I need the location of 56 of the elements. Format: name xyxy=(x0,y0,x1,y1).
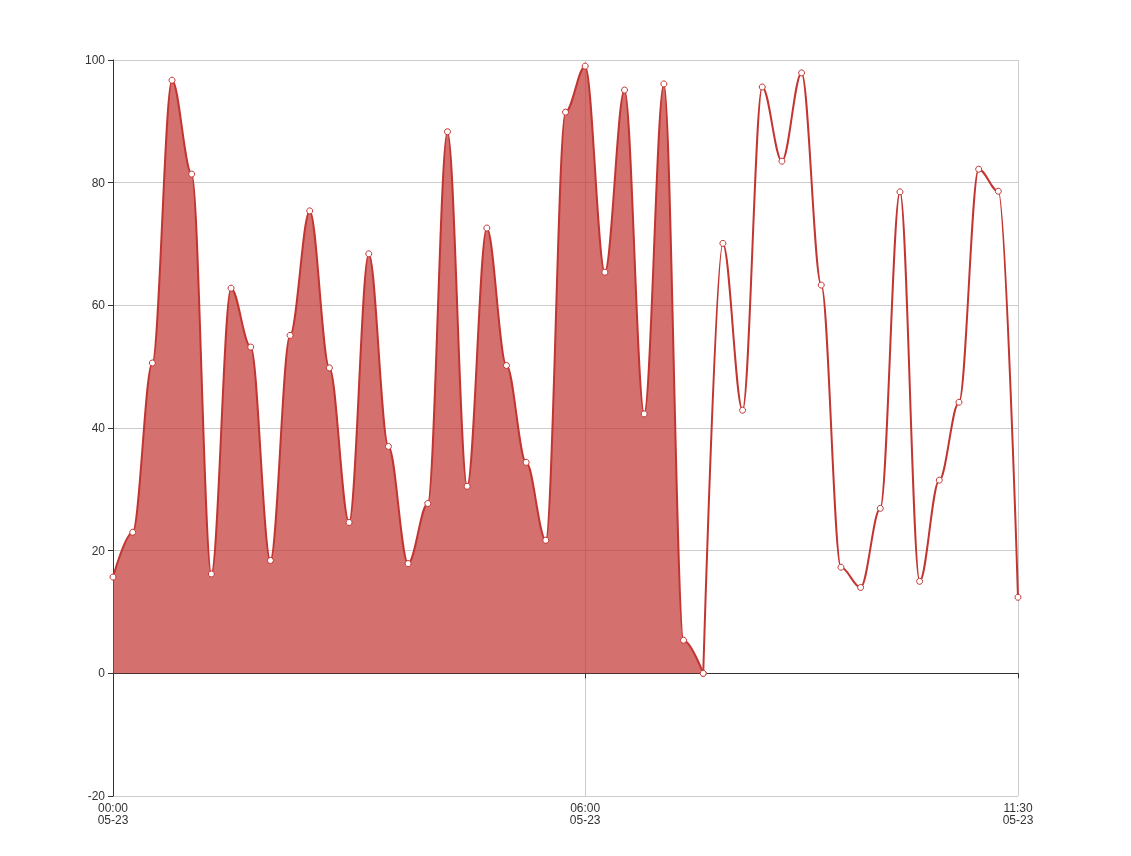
point xyxy=(168,76,176,84)
point xyxy=(188,170,196,178)
point xyxy=(286,331,294,339)
point xyxy=(443,128,451,136)
y-tick-label: 60 xyxy=(91,298,106,313)
point xyxy=(522,458,530,466)
point xyxy=(227,284,235,292)
point xyxy=(207,570,215,578)
point xyxy=(365,250,373,258)
point xyxy=(542,536,550,544)
point xyxy=(857,583,865,591)
y-tick-label: 20 xyxy=(91,543,106,558)
point xyxy=(345,518,353,526)
point xyxy=(306,207,314,215)
point xyxy=(817,281,825,289)
point xyxy=(424,499,432,507)
point xyxy=(975,165,983,173)
point xyxy=(266,556,274,564)
point xyxy=(680,636,688,644)
x-tick-label: 11:30 05-23 xyxy=(1002,801,1034,827)
point xyxy=(994,187,1002,195)
y-tick-label: 0 xyxy=(98,666,106,681)
point xyxy=(581,62,589,70)
point xyxy=(640,410,648,418)
x-tick-label: 06:00 05-23 xyxy=(569,801,601,827)
point xyxy=(247,343,255,351)
point xyxy=(404,560,412,568)
point xyxy=(483,224,491,232)
y-tick-label: 100 xyxy=(84,53,106,67)
point xyxy=(837,563,845,571)
point xyxy=(896,188,904,196)
point xyxy=(325,364,333,372)
point xyxy=(463,482,471,490)
point xyxy=(916,577,924,585)
point xyxy=(778,157,786,165)
point xyxy=(148,359,156,367)
point xyxy=(758,83,766,91)
point xyxy=(955,398,963,406)
point xyxy=(719,239,727,247)
point xyxy=(798,69,806,77)
point xyxy=(384,442,392,450)
point xyxy=(109,573,117,581)
y-tick-label: 40 xyxy=(91,421,106,435)
point xyxy=(502,361,510,369)
point xyxy=(1014,593,1022,601)
point xyxy=(876,504,884,512)
point xyxy=(601,268,609,276)
y-tick-label: 80 xyxy=(91,175,106,190)
point xyxy=(129,528,137,536)
point xyxy=(935,476,943,484)
point xyxy=(739,406,747,414)
y-tick-label: -20 xyxy=(87,789,106,803)
point xyxy=(562,108,569,116)
x-tick-label: 00:00 05-23 xyxy=(97,801,129,827)
point xyxy=(621,86,629,94)
point xyxy=(660,80,668,88)
